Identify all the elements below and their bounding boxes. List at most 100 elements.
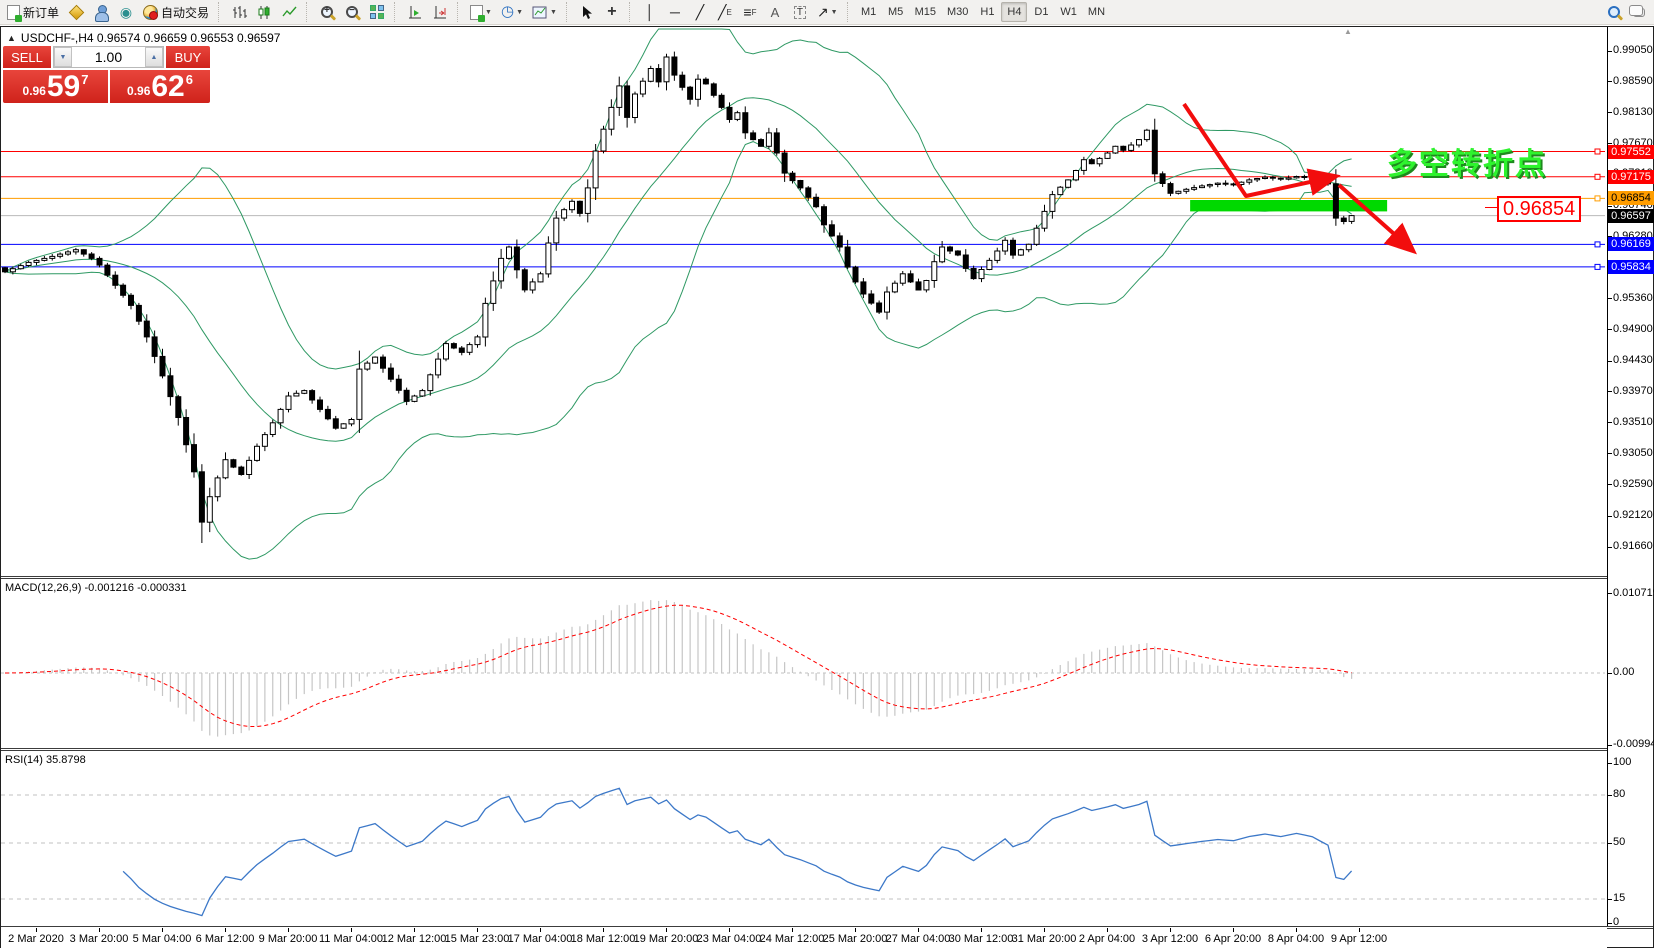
timeframe-button-m30[interactable]: M30 bbox=[947, 6, 969, 18]
time-tick-label: 3 Apr 12:00 bbox=[1141, 933, 1199, 945]
price-tick-label: 0.93970 bbox=[1613, 384, 1653, 397]
macd-tick-mark bbox=[1608, 672, 1612, 674]
trendline-button[interactable]: ╱ bbox=[688, 1, 712, 23]
label-tool-icon: T bbox=[793, 5, 806, 19]
search-button[interactable] bbox=[1602, 1, 1626, 23]
price-tick-label: 0.93050 bbox=[1613, 446, 1653, 459]
price-tick-mark bbox=[1608, 143, 1612, 145]
alerts-button[interactable]: ◉ bbox=[114, 1, 138, 23]
zoom-out-button[interactable]: − bbox=[340, 1, 364, 23]
rsi-line bbox=[122, 787, 1353, 917]
fibonacci-button[interactable]: ≡ F bbox=[738, 1, 762, 23]
market-watch-button[interactable] bbox=[89, 1, 113, 23]
price-tick-mark bbox=[1608, 112, 1612, 114]
support-highlight-bar[interactable] bbox=[1190, 200, 1388, 212]
price-axis[interactable]: 0.990500.985900.981300.976700.972100.967… bbox=[1607, 27, 1654, 928]
price-tick-label: 0.94900 bbox=[1613, 322, 1653, 335]
crosshair-button[interactable]: + bbox=[600, 1, 624, 23]
sell-price-point: 7 bbox=[81, 72, 89, 87]
turning-point-annotation[interactable]: 多空转折点 bbox=[1387, 148, 1547, 181]
label-tool-button[interactable]: T bbox=[788, 1, 812, 23]
channel-icon: ╱ bbox=[718, 4, 727, 20]
price-callout-label[interactable]: 0.96854 bbox=[1497, 196, 1582, 222]
buy-button[interactable]: BUY bbox=[166, 46, 210, 68]
volume-up-button[interactable]: ▲ bbox=[145, 47, 163, 67]
templates-icon bbox=[532, 6, 547, 18]
crosshair-icon: + bbox=[607, 3, 617, 20]
time-tick-label: 23 Mar 04:00 bbox=[696, 933, 762, 945]
price-chart-canvas[interactable] bbox=[1, 27, 1607, 576]
fibonacci-icon: ≡ bbox=[743, 4, 752, 20]
horizontal-level-lines[interactable] bbox=[1, 148, 1605, 270]
line-chart-button[interactable] bbox=[277, 1, 301, 23]
pane-separator[interactable] bbox=[1, 576, 1653, 579]
channel-button[interactable]: ╱ E bbox=[713, 1, 737, 23]
line-chart-icon bbox=[281, 6, 297, 16]
timeframe-button-h4[interactable]: H4 bbox=[1001, 2, 1028, 22]
zoom-in-button[interactable]: + bbox=[315, 1, 339, 23]
volume-value[interactable]: 1.00 bbox=[94, 49, 123, 65]
horizontal-line-button[interactable]: ─ bbox=[663, 1, 687, 23]
rsi-tick-mark bbox=[1608, 842, 1612, 844]
time-tick-mark bbox=[99, 928, 100, 932]
volume-down-button[interactable]: ▼ bbox=[54, 47, 72, 67]
sell-price-button[interactable]: 0.96 59 7 bbox=[3, 70, 108, 103]
candlestick-chart-button[interactable] bbox=[252, 1, 276, 23]
rsi-tick-label: 100 bbox=[1613, 756, 1632, 768]
bar-chart-button[interactable] bbox=[227, 1, 251, 23]
profiles-icon bbox=[68, 4, 84, 20]
chart-shift-button[interactable] bbox=[428, 1, 452, 23]
toolbar-separator bbox=[218, 2, 223, 22]
autotrade-button[interactable]: 自动交易 bbox=[139, 1, 213, 23]
new-order-button[interactable]: 新订单 bbox=[3, 1, 63, 23]
sell-button[interactable]: SELL bbox=[3, 46, 51, 68]
timeframe-button-m1[interactable]: M1 bbox=[860, 6, 877, 18]
vertical-line-button[interactable]: │ bbox=[638, 1, 662, 23]
arrows-tool-icon: ↗ bbox=[816, 4, 829, 20]
panel-toggle-icon[interactable]: ▲ bbox=[7, 33, 16, 43]
toolbar-separator bbox=[457, 2, 462, 22]
caret-icon: ▼ bbox=[485, 8, 492, 16]
pane-separator[interactable] bbox=[1, 748, 1653, 751]
rsi-tick-mark bbox=[1608, 898, 1612, 900]
macd-canvas[interactable] bbox=[1, 580, 1607, 748]
profiles-button[interactable] bbox=[64, 1, 88, 23]
tile-windows-button[interactable] bbox=[365, 1, 389, 23]
time-tick-label: 2 Apr 04:00 bbox=[1078, 933, 1136, 945]
price-tick-mark bbox=[1608, 81, 1612, 83]
cursor-button[interactable] bbox=[575, 1, 599, 23]
text-tool-button[interactable]: A bbox=[763, 1, 787, 23]
bollinger-bands[interactable] bbox=[4, 28, 1352, 560]
toolbar-separator bbox=[394, 2, 399, 22]
indicators-button[interactable]: ▼ bbox=[466, 1, 496, 23]
timeframe-button-h1[interactable]: H1 bbox=[980, 6, 995, 18]
periods-button[interactable]: ◷ ▼ bbox=[497, 1, 527, 23]
autotrade-icon bbox=[143, 4, 159, 20]
templates-button[interactable]: ▼ bbox=[528, 1, 561, 23]
rsi-tick-mark bbox=[1608, 762, 1612, 764]
trend-arrow[interactable] bbox=[1182, 102, 1417, 255]
timeframe-button-m5[interactable]: M5 bbox=[887, 6, 904, 18]
channel-sub-label: E bbox=[726, 7, 732, 17]
auto-scroll-button[interactable] bbox=[403, 1, 427, 23]
chart-shift-icon bbox=[433, 5, 446, 18]
buy-price-pips: 62 bbox=[151, 70, 185, 103]
level-price-label: 0.96854 bbox=[1608, 191, 1654, 206]
time-tick-label: 18 Mar 12:00 bbox=[570, 933, 636, 945]
broadcast-icon: ◉ bbox=[119, 4, 133, 20]
timeframe-button-mn[interactable]: MN bbox=[1087, 6, 1106, 18]
buy-price-button[interactable]: 0.96 62 6 bbox=[110, 70, 210, 103]
window-grip-icon[interactable]: ▲ bbox=[1344, 27, 1352, 36]
community-button[interactable] bbox=[1627, 1, 1651, 23]
time-tick-label: 25 Mar 20:00 bbox=[822, 933, 888, 945]
timeframe-button-d1[interactable]: D1 bbox=[1034, 6, 1049, 18]
arrows-tool-button[interactable]: ↗ ▼ bbox=[813, 1, 842, 23]
level-price-label: 0.97552 bbox=[1608, 144, 1654, 159]
macd-tick-label: 0.010719 bbox=[1613, 586, 1654, 599]
timeframe-button-w1[interactable]: W1 bbox=[1060, 6, 1077, 18]
time-axis[interactable]: 2 Mar 2020 3 Mar 20:00 5 Mar 04:00 6 Mar 12… bbox=[1, 928, 1607, 948]
rsi-canvas[interactable] bbox=[1, 752, 1607, 926]
toolbar-separator bbox=[306, 2, 311, 22]
buy-price-main: 0.96 bbox=[127, 84, 151, 98]
timeframe-button-m15[interactable]: M15 bbox=[914, 6, 937, 18]
